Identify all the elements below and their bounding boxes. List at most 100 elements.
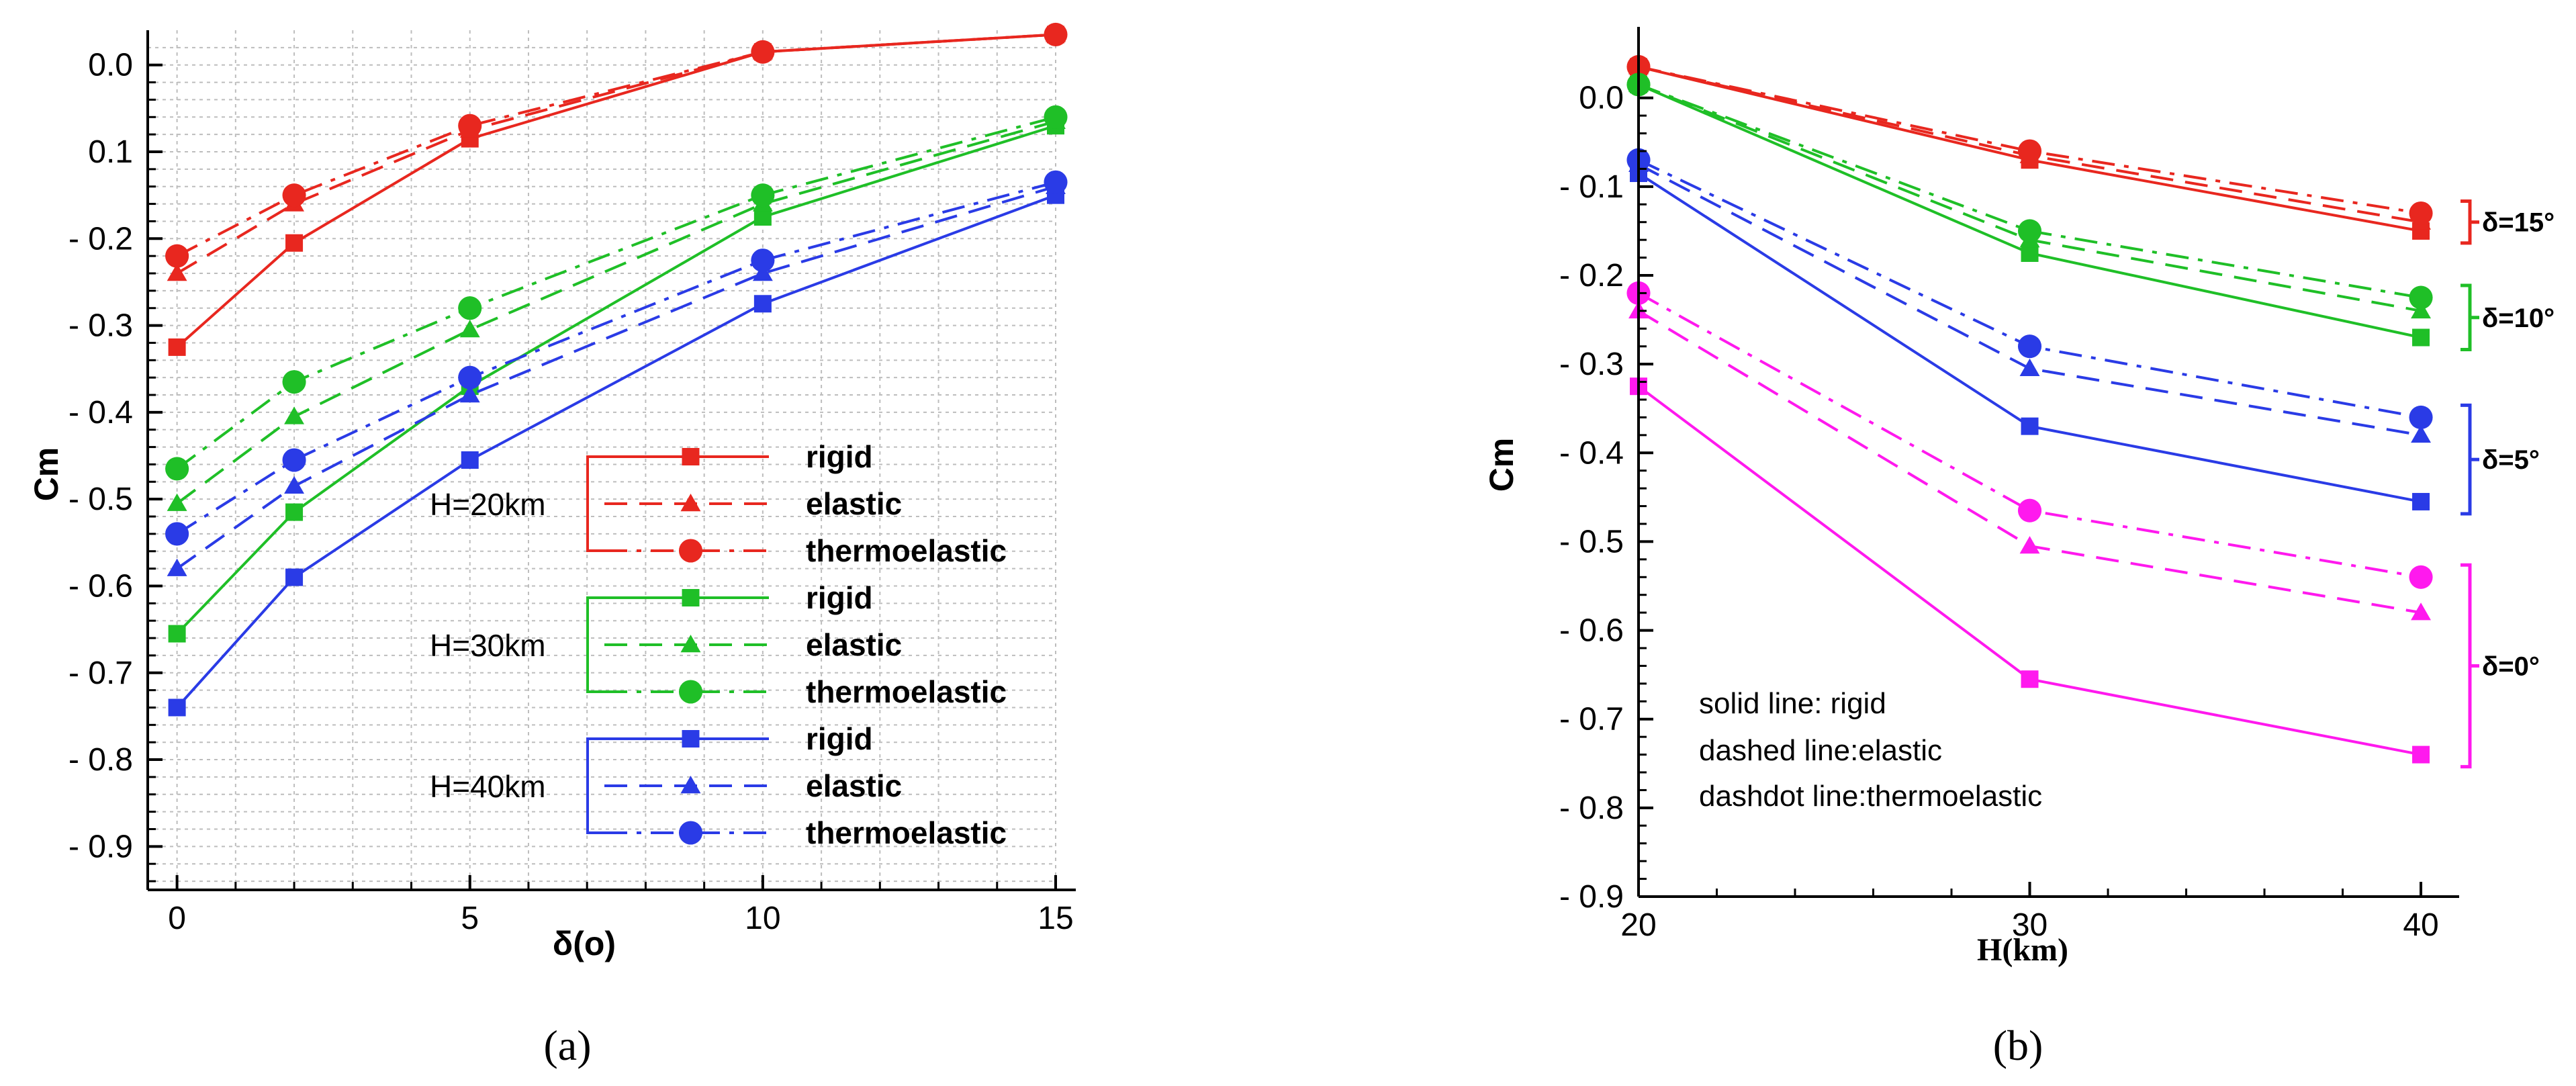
panel-a-point-h-30km-thermoelastic bbox=[282, 370, 306, 394]
panel-b-point-5-rigid bbox=[2021, 417, 2039, 435]
legend-marker-h-30km-thermoelastic bbox=[678, 680, 703, 704]
legend-entry-h-30km-rigid: rigid bbox=[806, 580, 873, 615]
panel-a-ylabel: Cm bbox=[28, 447, 65, 502]
panel-a-point-h-30km-thermoelastic bbox=[165, 457, 189, 481]
panel-a-point-h-40km-rigid bbox=[285, 568, 304, 586]
legend-entry-h-40km-thermoelastic: thermoelastic bbox=[806, 815, 1007, 850]
panel-b-ytick-label: - 0.7 bbox=[1559, 702, 1624, 737]
panel-a-line-h-40km-rigid bbox=[176, 193, 1056, 709]
panel-b-point-15-thermoelastic bbox=[2017, 139, 2042, 163]
panel-a-ticks: 0 5 10 15 0.0 0.1 - 0.2 - 0.3 - 0.4 - 0.5 - 0.6 - 0… bbox=[68, 48, 1074, 936]
panel-b-line-15-thermoelastic bbox=[1638, 65, 2422, 215]
legend-bracket-h-30km bbox=[586, 596, 604, 693]
panel-b-line-10-thermoelastic bbox=[1638, 83, 2422, 300]
panel-a-point-h-20km-thermoelastic bbox=[458, 114, 482, 138]
panel-b-series-10-thermoelastic bbox=[1626, 73, 2433, 310]
panel-a-line-h-20km-elastic bbox=[176, 33, 1056, 275]
panel-a-point-h-30km-thermoelastic bbox=[1044, 105, 1068, 129]
panel-b-ytick-label: - 0.8 bbox=[1559, 790, 1624, 826]
panel-b-ylabel: Cm bbox=[1483, 438, 1520, 492]
panel-a-point-h-30km-elastic bbox=[459, 320, 480, 338]
panel-b-group-brackets: δ=15° δ=10° δ=5° δ=0° bbox=[2460, 199, 2555, 769]
bracket-line-10 bbox=[2460, 283, 2472, 351]
legend-marker-h-40km-rigid bbox=[682, 730, 700, 748]
panel-b-xtick-label: 40 bbox=[2403, 907, 2438, 943]
panel-b-point-0-thermoelastic bbox=[2409, 565, 2433, 589]
legend-marker-h-20km-elastic bbox=[680, 494, 701, 512]
bracket-label-10: δ=10° bbox=[2482, 304, 2555, 333]
bracket-label-0: δ=0° bbox=[2482, 651, 2540, 681]
panel-a-point-h-40km-thermoelastic bbox=[751, 248, 775, 273]
panel-a-point-h-20km-thermoelastic bbox=[751, 40, 775, 64]
panel-b-series-5-thermoelastic bbox=[1626, 148, 2433, 429]
panel-b-xlabel: H(km) bbox=[1977, 932, 2068, 968]
panel-b-ticks: 20 30 40 0.0 - 0.1 - 0.2 - 0.3 - 0.4 - 0.5 - 0.6 -… bbox=[1559, 81, 2439, 943]
panel-b-line-5-elastic bbox=[1638, 163, 2422, 437]
panel-a-series-h-30km-elastic bbox=[167, 111, 1066, 511]
legend-marker-h-40km-elastic bbox=[680, 776, 701, 794]
bracket-label-15: δ=15° bbox=[2482, 208, 2555, 238]
bracket-label-5: δ=5° bbox=[2482, 445, 2540, 475]
panel-a-point-h-30km-elastic bbox=[167, 493, 187, 511]
panel-a-xtick-label: 0 bbox=[168, 901, 186, 936]
panel-b-series-15-thermoelastic bbox=[1626, 54, 2433, 226]
panel-a-point-h-40km-elastic bbox=[167, 558, 187, 576]
bracket-line-15 bbox=[2460, 199, 2472, 245]
legend-entry-h-20km-elastic: elastic bbox=[806, 486, 902, 521]
panel-b-ytick-label: - 0.9 bbox=[1559, 879, 1624, 915]
panel-b-point-5-elastic bbox=[2411, 424, 2431, 443]
panel-a-series-h-40km-thermoelastic bbox=[165, 170, 1068, 546]
bracket-line-0 bbox=[2460, 563, 2472, 769]
panel-a-xtick-label: 10 bbox=[745, 901, 780, 936]
panel-b-ytick-label: - 0.4 bbox=[1559, 435, 1624, 471]
legend-entry-h-20km-thermoelastic: thermoelastic bbox=[806, 533, 1007, 568]
panel-b-series-5-elastic bbox=[1628, 154, 2431, 443]
panel-b-point-0-thermoelastic bbox=[2017, 498, 2042, 523]
panel-b-ytick-label: 0.0 bbox=[1579, 81, 1624, 116]
panel-a-ytick-label: 0.1 bbox=[88, 134, 133, 170]
panel-b-series-0-elastic bbox=[1628, 300, 2431, 621]
panel-a-point-h-40km-thermoelastic bbox=[165, 522, 189, 546]
bracket-10: δ=10° bbox=[2460, 283, 2555, 351]
panel-b-series-0-thermoelastic bbox=[1626, 281, 2433, 589]
panel-a-ytick-label: - 0.6 bbox=[68, 568, 133, 604]
panel-b-label: (b) bbox=[1993, 1022, 2043, 1069]
panel-a-xtick-label: 15 bbox=[1038, 901, 1073, 936]
panel-a-ytick-label: - 0.7 bbox=[68, 655, 133, 691]
panel-a-point-h-20km-thermoelastic bbox=[1044, 22, 1068, 47]
panel-a-series bbox=[165, 22, 1068, 717]
panel-a-point-h-30km-rigid bbox=[285, 503, 304, 521]
panel-b-point-0-rigid bbox=[2021, 670, 2039, 688]
bracket-line-5 bbox=[2460, 403, 2472, 516]
note-dashdot-line: dashdot line:thermoelastic bbox=[1699, 780, 2042, 813]
panel-a-point-h-20km-rigid bbox=[285, 234, 304, 252]
legend-marker-h-40km-thermoelastic bbox=[678, 821, 703, 845]
panel-b-ytick-label: - 0.3 bbox=[1559, 347, 1624, 382]
panel-a-ytick-label: - 0.3 bbox=[68, 308, 133, 344]
panel-a-line-h-30km-elastic bbox=[176, 120, 1056, 505]
panel-a-point-h-20km-rigid bbox=[168, 338, 186, 356]
panel-b-point-0-elastic bbox=[2019, 536, 2040, 554]
panel-a-point-h-40km-elastic bbox=[459, 385, 480, 403]
panel-a-point-h-40km-thermoelastic bbox=[282, 448, 306, 472]
panel-a-xlabel: δ(o) bbox=[553, 925, 616, 962]
panel-b-series bbox=[1626, 54, 2433, 764]
panel-a: 0 5 10 15 0.0 0.1 - 0.2 - 0.3 - 0.4 - 0.5 - 0.6 - 0… bbox=[28, 22, 1076, 1069]
panel-a-label: (a) bbox=[543, 1022, 591, 1069]
panel-b-xtick-label: 30 bbox=[2012, 907, 2048, 943]
legend-group-label: H=40km bbox=[430, 769, 546, 804]
panel-b-point-15-thermoelastic bbox=[2409, 201, 2433, 226]
panel-a-line-h-20km-thermoelastic bbox=[176, 33, 1056, 257]
panel-b-line-0-thermoelastic bbox=[1638, 291, 2422, 579]
panel-b-ytick-label: - 0.5 bbox=[1559, 524, 1624, 559]
panel-a-point-h-20km-thermoelastic bbox=[165, 244, 189, 268]
panel-b-point-0-rigid bbox=[2412, 745, 2430, 764]
panel-b-ytick-label: - 0.1 bbox=[1559, 169, 1624, 205]
panel-b-point-10-thermoelastic bbox=[2017, 219, 2042, 243]
panel-a-ytick-label: - 0.9 bbox=[68, 829, 133, 864]
panel-a-point-h-30km-thermoelastic bbox=[751, 183, 775, 208]
panel-a-point-h-40km-rigid bbox=[753, 295, 772, 313]
panel-a-ytick-label: - 0.4 bbox=[68, 395, 133, 431]
legend-marker-h-30km-rigid bbox=[682, 589, 700, 606]
